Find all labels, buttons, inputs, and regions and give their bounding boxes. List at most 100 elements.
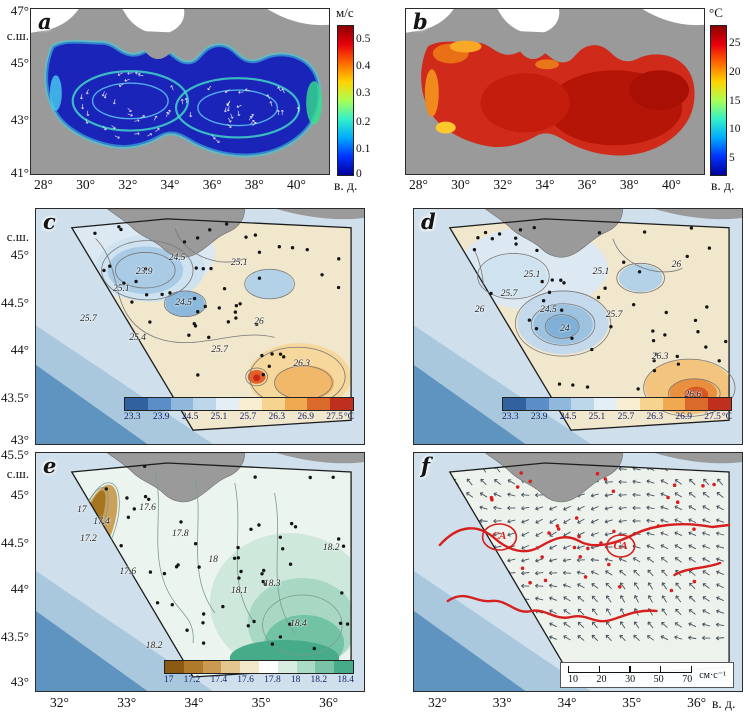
- panel-e-salinity-survey-map: 17 17.4 17.2 17.6 17.6 17.8 18 18.1 18.2 18.3 18.4…: [35, 452, 365, 692]
- colorbar-swatch: [216, 398, 239, 410]
- colorbar-tick-label: 18.4: [337, 675, 354, 685]
- colorbar-swatch: [616, 398, 640, 410]
- scale-tick-label: 70: [682, 674, 693, 685]
- colorbar-tick-label: 18: [290, 675, 301, 685]
- survey-map-d: [414, 209, 742, 444]
- scale-tick-label: 50: [653, 674, 664, 685]
- x-tick-label: 28°: [34, 177, 53, 192]
- x-tick-label: 32°: [50, 695, 69, 710]
- colorbar-a: м/с 0.5 0.4 0.3 0.2 0.1 0: [336, 5, 382, 181]
- eddy-circles: [481, 523, 636, 558]
- x-tick-label: 40°: [287, 177, 306, 192]
- y-tick-label: 44°: [10, 342, 29, 358]
- panel-label-f: f: [421, 453, 431, 478]
- colorbar-tick-label: 0: [356, 168, 362, 181]
- panel-label-d: d: [421, 209, 436, 234]
- colorbar-tick-label: 17.8: [264, 675, 281, 685]
- colorbar-c-swatches: [124, 397, 354, 411]
- colorbar-tick-label: 17.6: [237, 675, 254, 685]
- colorbar-a-ticks: 0.5 0.4 0.3 0.2 0.1 0: [356, 25, 382, 181]
- colorbar-swatch: [170, 398, 194, 410]
- colorbar-tick-label: 26.3: [646, 412, 664, 422]
- colorbar-swatch: [685, 398, 709, 410]
- colorbar-tick-label: 23.9: [530, 412, 548, 422]
- colorbar-tick-label: 18.2: [310, 675, 328, 685]
- row1-x-axis-label-b: в. д.: [711, 178, 735, 193]
- row1-y-axis-label: с.ш.: [6, 28, 29, 44]
- row1-x-axis-label-a: в. д.: [334, 178, 358, 193]
- colorbar-tick-label: 24.5: [181, 412, 199, 422]
- row3-x-ticks-e: 32° 33° 34° 35° 36°: [50, 695, 338, 711]
- y-tick-label: 45°: [10, 247, 29, 263]
- scale-unit-label: см·с⁻¹: [699, 670, 726, 681]
- panel-a-surface-currents-map: → → → → → → → → → → → → → → → → → → → → → → → → → → → → → → → → → → → → → → → →…: [30, 8, 330, 175]
- y-tick-label: 43°: [10, 432, 29, 448]
- panel-label-e: e: [43, 453, 57, 478]
- survey-map-c: [36, 209, 364, 444]
- colorbar-tick-label: 25: [729, 37, 741, 50]
- row3-x-axis-label: в. д.: [712, 696, 736, 711]
- colorbar-swatch: [548, 398, 572, 410]
- x-tick-label: 40°: [662, 177, 681, 192]
- row3-y-axis: 45.5° с.ш. 45° 44.5° 44° 43.5° 43°: [0, 447, 32, 692]
- colorbar-swatch: [147, 398, 171, 410]
- colorbar-b-title: °C: [709, 5, 723, 20]
- colorbar-a-gradient: [337, 25, 354, 176]
- x-tick-label: 35°: [251, 695, 271, 710]
- x-tick-label: 30°: [451, 177, 471, 192]
- x-tick-label: 32°: [118, 177, 138, 192]
- colorbar-tick-label: 25.1: [588, 412, 606, 422]
- colorbar-tick-label: 23.3: [502, 412, 519, 422]
- colorbar-tick-label: 0.2: [356, 115, 371, 128]
- colorbar-a-title: м/с: [336, 5, 354, 20]
- scale-tick-label: 20: [596, 674, 607, 685]
- colorbar-tick-label: 0.1: [356, 142, 371, 155]
- panel-b-sst-map: b: [405, 8, 705, 175]
- colorbar-tick-label: 0.5: [356, 32, 371, 45]
- y-tick-label: 43.5°: [1, 389, 29, 405]
- colorbar-swatch: [662, 398, 686, 410]
- colorbar-swatch: [193, 398, 217, 410]
- black-sea-map-a: [31, 9, 329, 174]
- colorbar-swatch: [261, 398, 285, 410]
- colorbar-swatch: [202, 661, 222, 673]
- colorbar-tick-label: 0.4: [356, 59, 371, 72]
- colorbar-swatch: [165, 661, 184, 673]
- colorbar-swatch: [296, 661, 316, 673]
- colorbar-d-swatches: [502, 397, 732, 411]
- colorbar-tick-label: 15: [729, 94, 741, 107]
- drifter-dots: [489, 471, 716, 593]
- survey-map-e: [36, 453, 364, 691]
- colorbar-swatch: [240, 661, 259, 673]
- panel-f-geostrophic-currents-map: СА СА 10 20 30 50 70 см·с⁻¹ f: [413, 452, 743, 692]
- x-tick-label: 36°: [577, 177, 597, 192]
- y-tick-label-top: 45.5°: [1, 447, 29, 463]
- x-tick-label: 32°: [428, 695, 447, 710]
- panel-label-b: b: [413, 9, 428, 34]
- colorbar-tick-label: 17.4: [210, 675, 228, 685]
- row1-y-axis: с.ш. 47° 45° 43° 41°: [0, 3, 32, 180]
- colorbar-c-unit: °C: [343, 412, 354, 422]
- scale-tick-label: 30: [625, 674, 636, 685]
- colorbar-swatch: [525, 398, 549, 410]
- colorbar-swatch: [277, 661, 297, 673]
- row2-y-axis-label: с.ш.: [6, 229, 29, 245]
- y-tick-label: 43°: [10, 111, 29, 127]
- colorbar-swatch: [284, 398, 308, 410]
- x-tick-label: 30°: [76, 177, 96, 192]
- colorbar-b-ticks: 25 20 15 10 5: [729, 25, 748, 176]
- y-tick-label: 44.5°: [1, 535, 29, 551]
- colorbar-swatch: [334, 661, 353, 673]
- x-tick-label: 36°: [202, 177, 222, 192]
- colorbar-e: 17 17.2 17.4 17.6 17.8 18 18.2 18.4: [164, 660, 354, 685]
- colorbar-tick-label: 20: [729, 65, 741, 78]
- colorbar-tick-label: 24.5: [559, 412, 577, 422]
- survey-map-f: [414, 453, 742, 691]
- colorbar-b: °C 25 20 15 10 5: [709, 5, 748, 178]
- colorbar-swatch: [307, 398, 331, 410]
- x-tick-label: 36°: [687, 695, 706, 710]
- row3-x-ticks-f: 32° 33° 34° 35° 36°: [428, 695, 706, 711]
- colorbar-tick-label: 0.3: [356, 86, 371, 99]
- x-tick-label: 38°: [619, 177, 639, 192]
- x-tick-label: 34°: [160, 177, 180, 192]
